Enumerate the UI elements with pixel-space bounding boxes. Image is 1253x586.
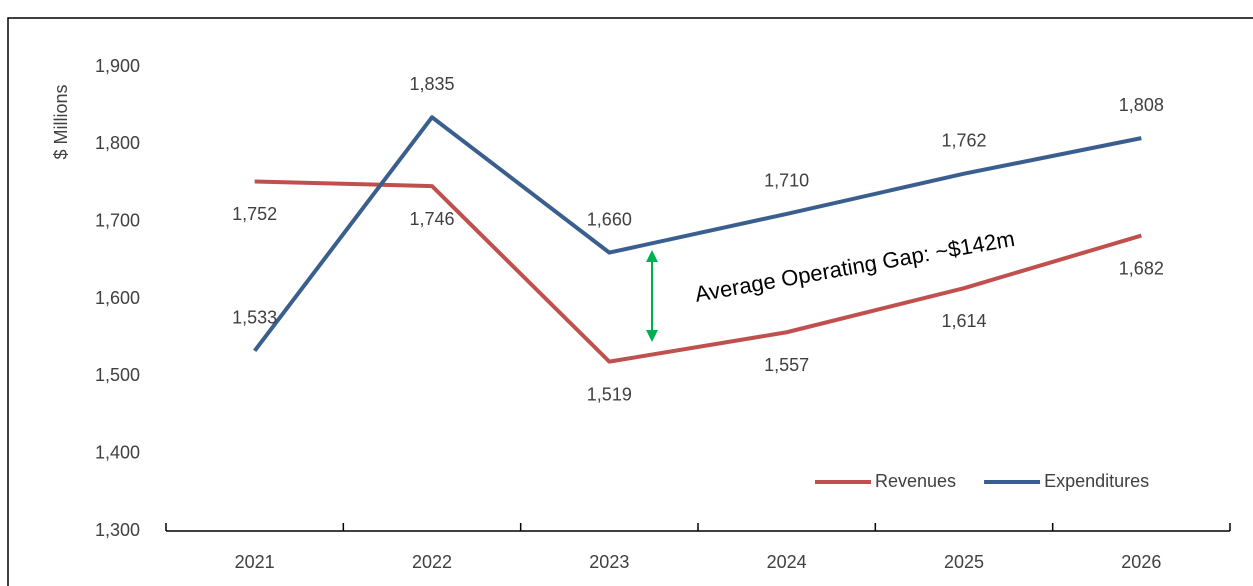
x-tick-label: 2024	[767, 552, 807, 572]
y-tick-label: 1,800	[95, 133, 140, 153]
gap-arrow	[646, 250, 658, 342]
data-label: 1,710	[764, 171, 809, 191]
y-tick-label: 1,400	[95, 442, 140, 462]
data-label: 1,682	[1119, 258, 1164, 278]
data-label: 1,557	[764, 355, 809, 375]
data-label: 1,762	[941, 130, 986, 150]
x-tick-label: 2025	[944, 552, 984, 572]
line	[254, 179, 1142, 364]
x-tick-label: 2023	[589, 552, 629, 572]
chart-border	[7, 17, 1253, 586]
x-tick-label: 2022	[412, 552, 452, 572]
data-label: 1,614	[941, 311, 986, 331]
y-tick-label: 1,500	[95, 365, 140, 385]
x-tick-label: 2021	[235, 552, 275, 572]
data-label: 1,808	[1119, 95, 1164, 115]
x-tick-label: 2026	[1121, 552, 1161, 572]
y-axis-label: $ Millions	[51, 84, 71, 159]
y-tick-label: 1,600	[95, 288, 140, 308]
data-label: 1,752	[232, 204, 277, 224]
data-label: 1,835	[409, 74, 454, 94]
legend-label: Revenues	[875, 471, 956, 491]
y-tick-label: 1,700	[95, 210, 140, 230]
data-label: 1,519	[587, 384, 632, 404]
y-tick-label: 1,900	[95, 56, 140, 76]
data-label: 1,533	[232, 308, 277, 328]
legend-label: Expenditures	[1044, 471, 1149, 491]
data-label: 1,660	[587, 209, 632, 229]
line	[253, 115, 1142, 353]
data-label: 1,746	[409, 209, 454, 229]
y-tick-label: 1,300	[95, 520, 140, 540]
